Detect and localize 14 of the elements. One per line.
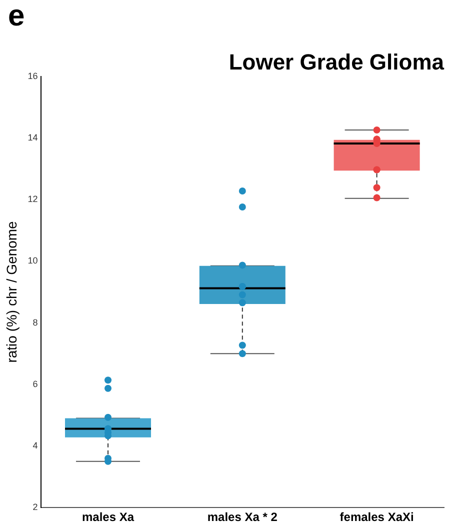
y-tick-label: 14 [28,132,38,142]
y-tick-label: 8 [32,317,38,328]
y-axis-title: ratio (%) chr / Genome [3,220,20,363]
text: e [8,0,25,32]
x-tick-label: males Xa * 2 [207,510,278,524]
x-tick-label: females XaXi [340,510,414,524]
y-tick-label: 10 [28,256,38,266]
y-tick-label: 12 [28,194,38,204]
x-tick-label: males Xa [82,510,134,524]
y-tick-label: 16 [28,70,38,81]
chart-title: Lower Grade Glioma [228,49,445,74]
y-tick-label: 4 [32,440,38,450]
y-tick-label: 6 [32,378,38,389]
y-tick-label: 2 [32,502,38,512]
